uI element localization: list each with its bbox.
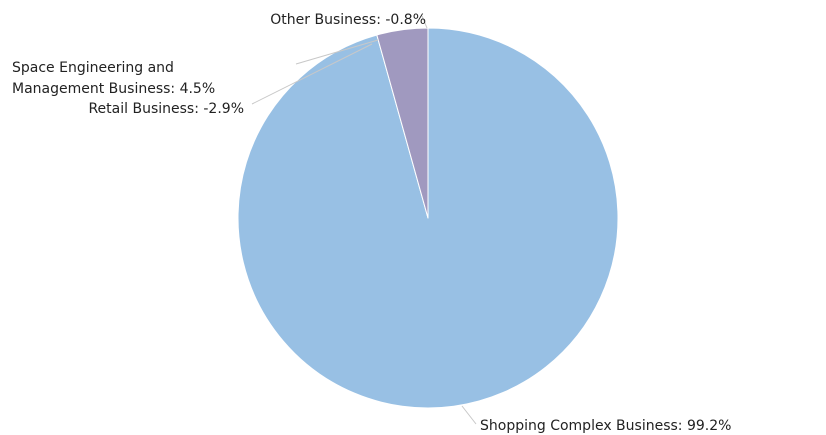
slice-label-shopping-complex: Shopping Complex Business: 99.2%	[480, 418, 731, 434]
leader-shopping-complex	[461, 405, 477, 425]
leader-other-business	[421, 15, 428, 29]
leader-retail-business	[251, 43, 373, 105]
pie-slices	[237, 27, 619, 409]
pie-label-leaders	[251, 15, 477, 425]
pie-slice-space-engineering-and-management-business[interactable]	[376, 27, 429, 219]
slice-label-other-business: Other Business: -0.8%	[270, 12, 426, 28]
slice-label-space-engineering: Space Engineering and Management Busines…	[12, 60, 215, 97]
leader-space-engineering	[295, 39, 379, 65]
slice-label-retail-business: Retail Business: -2.9%	[88, 101, 244, 117]
